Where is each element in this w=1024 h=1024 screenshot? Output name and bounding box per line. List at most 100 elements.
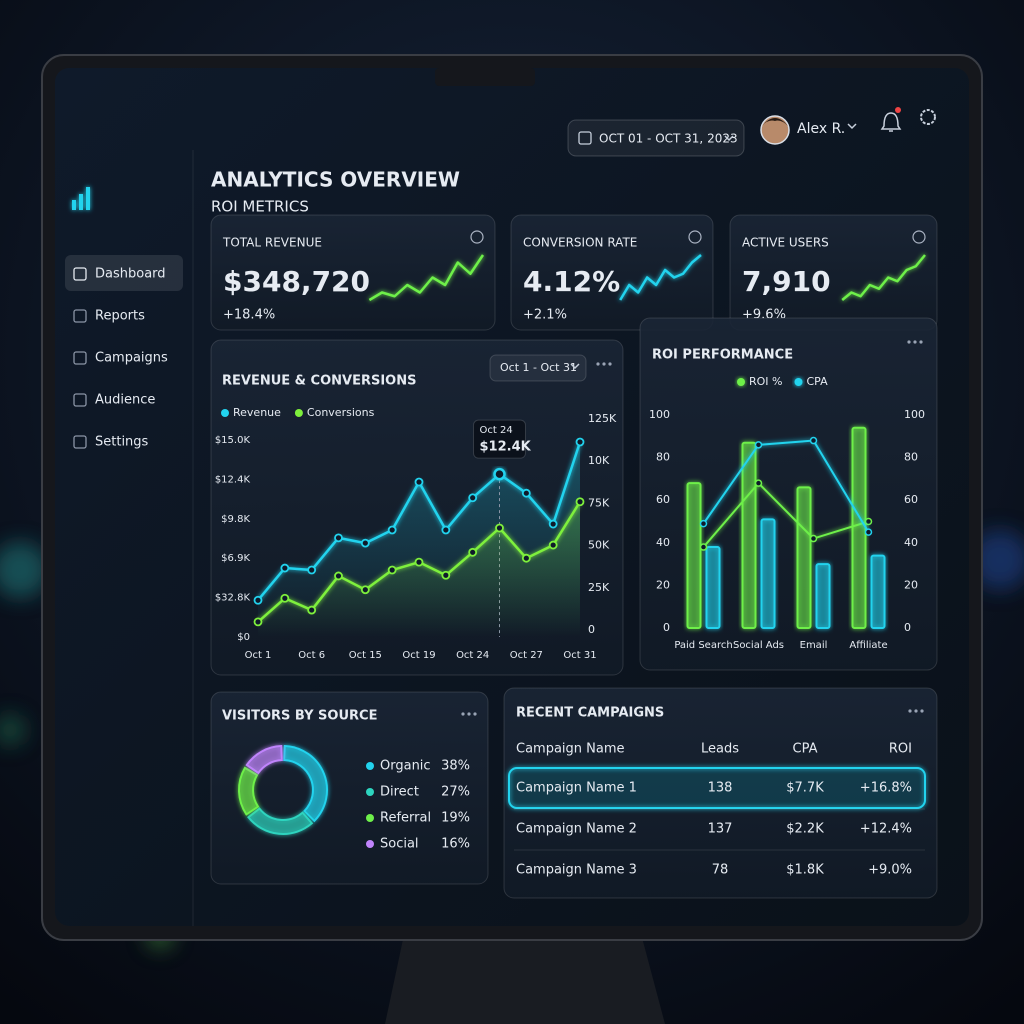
legend-dot: [366, 814, 374, 822]
table-cell: 137: [708, 822, 733, 837]
nav-icon: [73, 309, 87, 323]
y-tick-label: 100: [649, 408, 670, 421]
menu-dots[interactable]: [473, 712, 477, 716]
nav-item[interactable]: Settings: [95, 435, 149, 450]
y2-axis-label: 25K: [588, 581, 610, 594]
kpi-value: $348,720: [223, 265, 370, 298]
menu-dots[interactable]: [913, 340, 917, 344]
point: [441, 570, 451, 580]
chevron: [847, 123, 857, 130]
trend-point: [809, 534, 818, 543]
row-highlight[interactable]: [508, 767, 926, 809]
bar: [686, 482, 702, 629]
point: [521, 553, 531, 563]
table-cell[interactable]: Campaign Name 3: [516, 863, 637, 878]
kpi-icon: [912, 230, 926, 244]
point: [307, 565, 317, 575]
logo: [72, 187, 90, 210]
user-name[interactable]: Alex R.: [797, 121, 845, 137]
point: [253, 617, 263, 627]
point: [360, 585, 370, 595]
point: [253, 595, 263, 605]
card: [639, 317, 938, 671]
chevron: [570, 363, 580, 370]
notification-bell[interactable]: [880, 112, 902, 132]
table-cell[interactable]: Campaign Name 2: [516, 822, 637, 837]
menu-dots[interactable]: [608, 362, 612, 366]
menu-dots[interactable]: [920, 709, 924, 713]
point: [468, 547, 478, 557]
legend-value: 27%: [441, 785, 470, 800]
menu-dots[interactable]: [596, 362, 600, 366]
menu-dots[interactable]: [461, 712, 465, 716]
y-tick-label: 40: [656, 536, 670, 549]
legend-value: 16%: [441, 837, 470, 852]
tooltip: [473, 419, 526, 459]
table-header: ROI: [889, 742, 912, 757]
nav-item[interactable]: Campaigns: [95, 351, 168, 366]
y-axis-label: $6.9K: [221, 553, 250, 564]
menu-dots[interactable]: [907, 340, 911, 344]
point: [334, 533, 343, 543]
trend-point: [864, 528, 873, 536]
filter-pill[interactable]: [489, 354, 587, 382]
nav-item[interactable]: Dashboard: [95, 267, 166, 282]
tooltip-point: [493, 467, 506, 481]
trend-point: [809, 436, 818, 445]
menu-dots[interactable]: [908, 709, 912, 713]
kpi-value: 7,910: [742, 265, 831, 298]
settings-icon[interactable]: [920, 109, 936, 125]
point: [575, 437, 585, 447]
donut-slice: [283, 744, 328, 823]
trend-point: [754, 479, 763, 487]
x-axis-label: Oct 19: [402, 650, 435, 661]
menu-dots[interactable]: [602, 362, 606, 366]
point: [548, 540, 558, 550]
date-picker[interactable]: [567, 119, 745, 157]
donut-slice: [238, 766, 260, 816]
kpi-sparkline: [841, 254, 926, 301]
chevron: [724, 135, 734, 142]
point: [360, 538, 370, 548]
avatar[interactable]: [760, 115, 790, 145]
y2-axis-label: 125K: [588, 412, 617, 425]
nav-icon: [73, 393, 87, 407]
card: [210, 691, 489, 885]
menu-dots[interactable]: [914, 709, 918, 713]
legend-dot: [366, 840, 374, 848]
menu-dots[interactable]: [919, 340, 923, 344]
bar: [870, 554, 886, 630]
x-tick-label: Affiliate: [849, 640, 887, 651]
bar: [705, 546, 721, 629]
y-tick-label: 60: [656, 493, 670, 506]
bar: [851, 426, 867, 629]
legend-label: Conversions: [307, 406, 375, 419]
trend-line: [702, 439, 870, 533]
legend-label: ROI %: [749, 375, 783, 388]
point: [414, 477, 424, 487]
point: [280, 593, 290, 603]
table-cell: +16.8%: [860, 781, 912, 796]
kpi-change: +18.4%: [223, 308, 275, 323]
point: [414, 557, 424, 567]
donut-slice: [245, 744, 283, 775]
legend-label: CPA: [807, 375, 829, 388]
chart-title: REVENUE & CONVERSIONS: [222, 374, 416, 389]
nav-item[interactable]: Audience: [95, 393, 155, 408]
nav-active-bg: [65, 255, 183, 291]
chart-title: ROI PERFORMANCE: [652, 348, 793, 363]
legend-dot: [366, 788, 374, 796]
y2-tick-label: 20: [904, 578, 918, 591]
x-axis-label: Oct 24: [456, 650, 489, 661]
tooltip-value: $12.4K: [480, 440, 532, 455]
nav-item[interactable]: Reports: [95, 309, 145, 324]
calendar-icon: [578, 131, 592, 145]
bar: [760, 518, 776, 629]
trend-point: [699, 543, 708, 551]
point: [307, 605, 317, 615]
table-cell[interactable]: Campaign Name 1: [516, 781, 637, 796]
menu-dots[interactable]: [467, 712, 471, 716]
kpi-label: TOTAL REVENUE: [222, 236, 322, 250]
x-axis-label: Oct 31: [563, 650, 596, 661]
x-axis-label: Oct 6: [298, 650, 325, 661]
